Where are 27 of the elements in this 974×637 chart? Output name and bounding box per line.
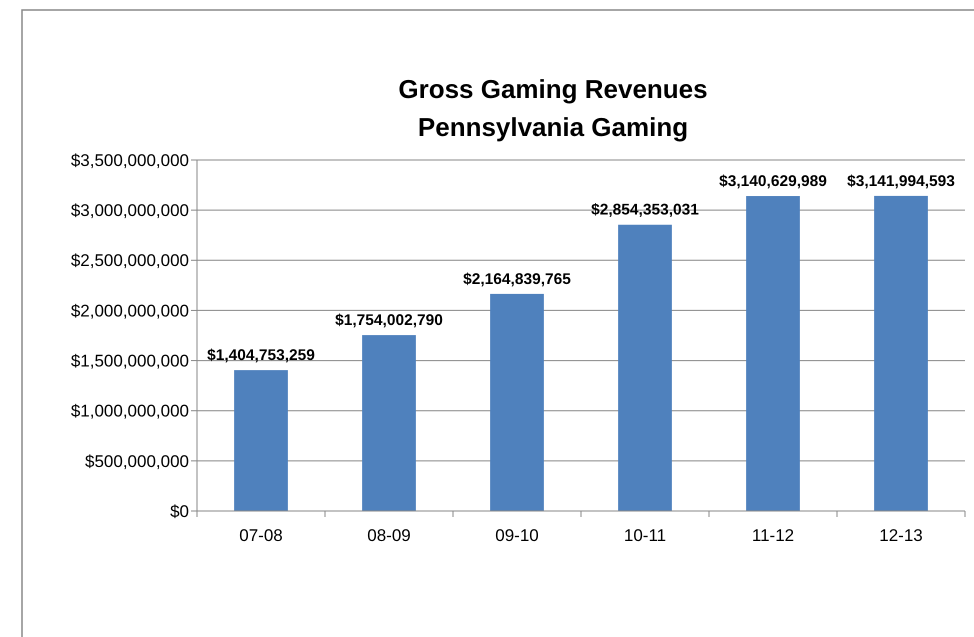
bar [234,370,288,511]
x-tick-label: 09-10 [495,526,539,545]
bar [618,224,672,511]
data-label: $1,754,002,790 [335,312,443,330]
x-tick-label: 07-08 [239,526,283,545]
data-label: $3,140,629,989 [719,173,828,190]
y-tick-label: $2,500,000,000 [70,251,189,270]
data-label: $2,164,839,765 [463,270,572,288]
x-tick-label: 08-09 [367,526,411,545]
bar [874,196,928,511]
y-tick-label: $0 [170,502,189,521]
y-tick-label: $1,500,000,000 [70,352,189,371]
bar [490,294,544,511]
y-tick-label: $3,000,000,000 [70,201,189,220]
chart-title: Gross Gaming Revenues Pennsylvania Gaming [398,74,708,142]
data-label: $2,854,353,031 [591,202,700,219]
x-tick-label: 10-11 [624,526,666,545]
bar [746,196,800,511]
y-tick-label: $500,000,000 [85,452,189,471]
data-label: $3,141,994,593 [847,172,956,190]
x-tick-label: 12-13 [879,526,923,545]
y-tick-label: $1,000,000,000 [70,402,189,421]
data-label: $1,404,753,259 [207,347,316,364]
y-tick-label: $3,500,000,000 [70,150,189,170]
y-tick-label: $2,000,000,000 [70,301,189,320]
bar [362,335,416,511]
x-tick-label: 11-12 [752,526,794,545]
